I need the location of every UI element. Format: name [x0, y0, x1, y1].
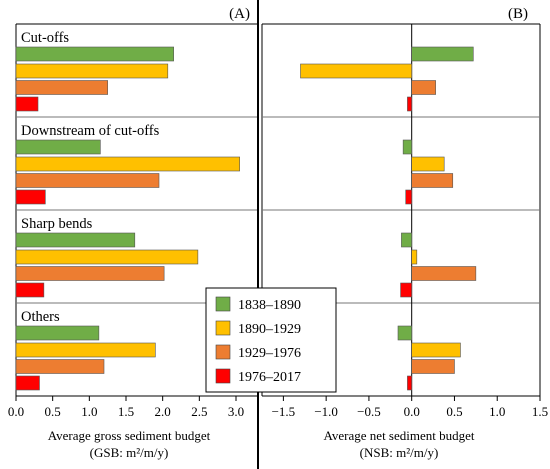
- panel-a-bar-others-1838–1890: [15, 325, 100, 341]
- panel-a-bar-cut-offs-1929–1976: [15, 80, 108, 95]
- panel-b-x-axis-title: Average net sediment budget: [323, 428, 474, 443]
- panel-b-bar-others-1929–1976: [411, 359, 455, 374]
- panel-b-bar-downstream-of-cut-offs-1890–1929: [411, 156, 445, 172]
- panel-b-bar-others-1976–2017: [407, 375, 412, 391]
- panel-a-x-axis-title: Average gross sediment budget: [48, 428, 211, 443]
- panel-a-bar-others-1890–1929: [15, 342, 156, 358]
- panel-b-bar-sharp-bends-1838–1890: [401, 232, 412, 248]
- legend-swatch-1976–2017: [215, 368, 231, 384]
- panel-a-x-tick-label: 2.5: [191, 404, 207, 419]
- panel-a-x-tick-label: 0.5: [45, 404, 61, 419]
- panel-b-bar-cut-offs-1838–1890: [411, 46, 474, 62]
- group-label-others: Others: [21, 309, 60, 325]
- panel-a-x-tick-label: 2.0: [155, 404, 171, 419]
- panel-b-bar-others-1890–1929: [411, 342, 461, 358]
- panel-a-bar-sharp-bends-1838–1890: [15, 232, 136, 248]
- panel-a-x-tick-label: 1.0: [81, 404, 97, 419]
- panel-a-gross-sediment-budget: Cut-offs Downstream of cut-offs Sharp bend…: [8, 6, 258, 460]
- panel-b-x-tick-label: −0.5: [357, 404, 381, 419]
- panel-b-label: (B): [508, 6, 528, 22]
- panel-b-bar-sharp-bends-1929–1976: [411, 266, 477, 281]
- panel-a-bar-sharp-bends-1890–1929: [15, 249, 199, 265]
- panel-a-bar-sharp-bends-1976–2017: [15, 282, 45, 298]
- legend-label-1838–1890: 1838–1890: [238, 298, 301, 313]
- legend-label-1890–1929: 1890–1929: [238, 322, 301, 337]
- panel-a-x-tick-label: 0.0: [8, 404, 24, 419]
- panel-b-bar-sharp-bends-1976–2017: [400, 282, 412, 298]
- panel-a-bar-others-1976–2017: [15, 375, 40, 391]
- panel-b-x-tick-label: −1.0: [314, 404, 338, 419]
- panel-a-bar-sharp-bends-1929–1976: [15, 266, 165, 281]
- panel-a-bar-downstream-of-cut-offs-1929–1976: [15, 173, 160, 188]
- panel-a-x-tick-label: 3.0: [228, 404, 244, 419]
- panel-a-x-tick-label: 1.5: [118, 404, 134, 419]
- panel-a-bar-downstream-of-cut-offs-1890–1929: [15, 156, 240, 172]
- panel-b-bar-downstream-of-cut-offs-1976–2017: [405, 189, 412, 205]
- panel-b-x-tick-label: −1.5: [272, 404, 296, 419]
- panel-b-x-tick-label: 1.5: [532, 404, 548, 419]
- panel-b-bar-cut-offs-1890–1929: [300, 63, 412, 79]
- panel-a-bar-cut-offs-1890–1929: [15, 63, 169, 79]
- panel-b-bar-cut-offs-1976–2017: [407, 96, 412, 112]
- panel-a-bar-cut-offs-1838–1890: [15, 46, 174, 62]
- legend-swatch-1838–1890: [215, 296, 231, 312]
- panel-b-bar-others-1838–1890: [397, 325, 412, 341]
- group-label-cut-offs: Cut-offs: [21, 30, 69, 46]
- legend: 1838–1890 1890–1929 1929–1976 1976–2017: [205, 287, 337, 393]
- panel-a-label: (A): [229, 6, 250, 22]
- panel-a-x-axis-units: (GSB: m²/m/y): [90, 445, 169, 460]
- panel-a-bar-cut-offs-1976–2017: [15, 96, 39, 112]
- legend-label-1929–1976: 1929–1976: [238, 346, 301, 361]
- panel-b-x-tick-label: 1.0: [489, 404, 505, 419]
- panel-b-bar-sharp-bends-1890–1929: [411, 249, 418, 265]
- legend-swatch-1929–1976: [215, 344, 231, 360]
- panel-b-x-tick-label: 0.0: [404, 404, 420, 419]
- panel-a-bar-downstream-of-cut-offs-1976–2017: [15, 189, 46, 205]
- panel-b-net-sediment-budget: −1.5 −1.0 −0.5 0.0 0.5 1.0 1.5 (B) Average net s…: [261, 6, 548, 460]
- panel-a-bar-others-1929–1976: [15, 359, 105, 374]
- group-label-sharp-bends: Sharp bends: [21, 216, 93, 232]
- panel-a-bar-downstream-of-cut-offs-1838–1890: [15, 139, 101, 155]
- panel-b-bar-downstream-of-cut-offs-1929–1976: [411, 173, 454, 188]
- panel-b-x-axis-units: (NSB: m²/m/y): [360, 445, 439, 460]
- group-label-downstream-of-cut-offs: Downstream of cut-offs: [21, 123, 160, 139]
- panel-b-bar-downstream-of-cut-offs-1838–1890: [402, 139, 412, 155]
- legend-swatch-1890–1929: [215, 320, 231, 336]
- legend-label-1976–2017: 1976–2017: [238, 370, 301, 385]
- panel-b-bar-cut-offs-1929–1976: [411, 80, 436, 95]
- panel-b-x-tick-label: 0.5: [446, 404, 462, 419]
